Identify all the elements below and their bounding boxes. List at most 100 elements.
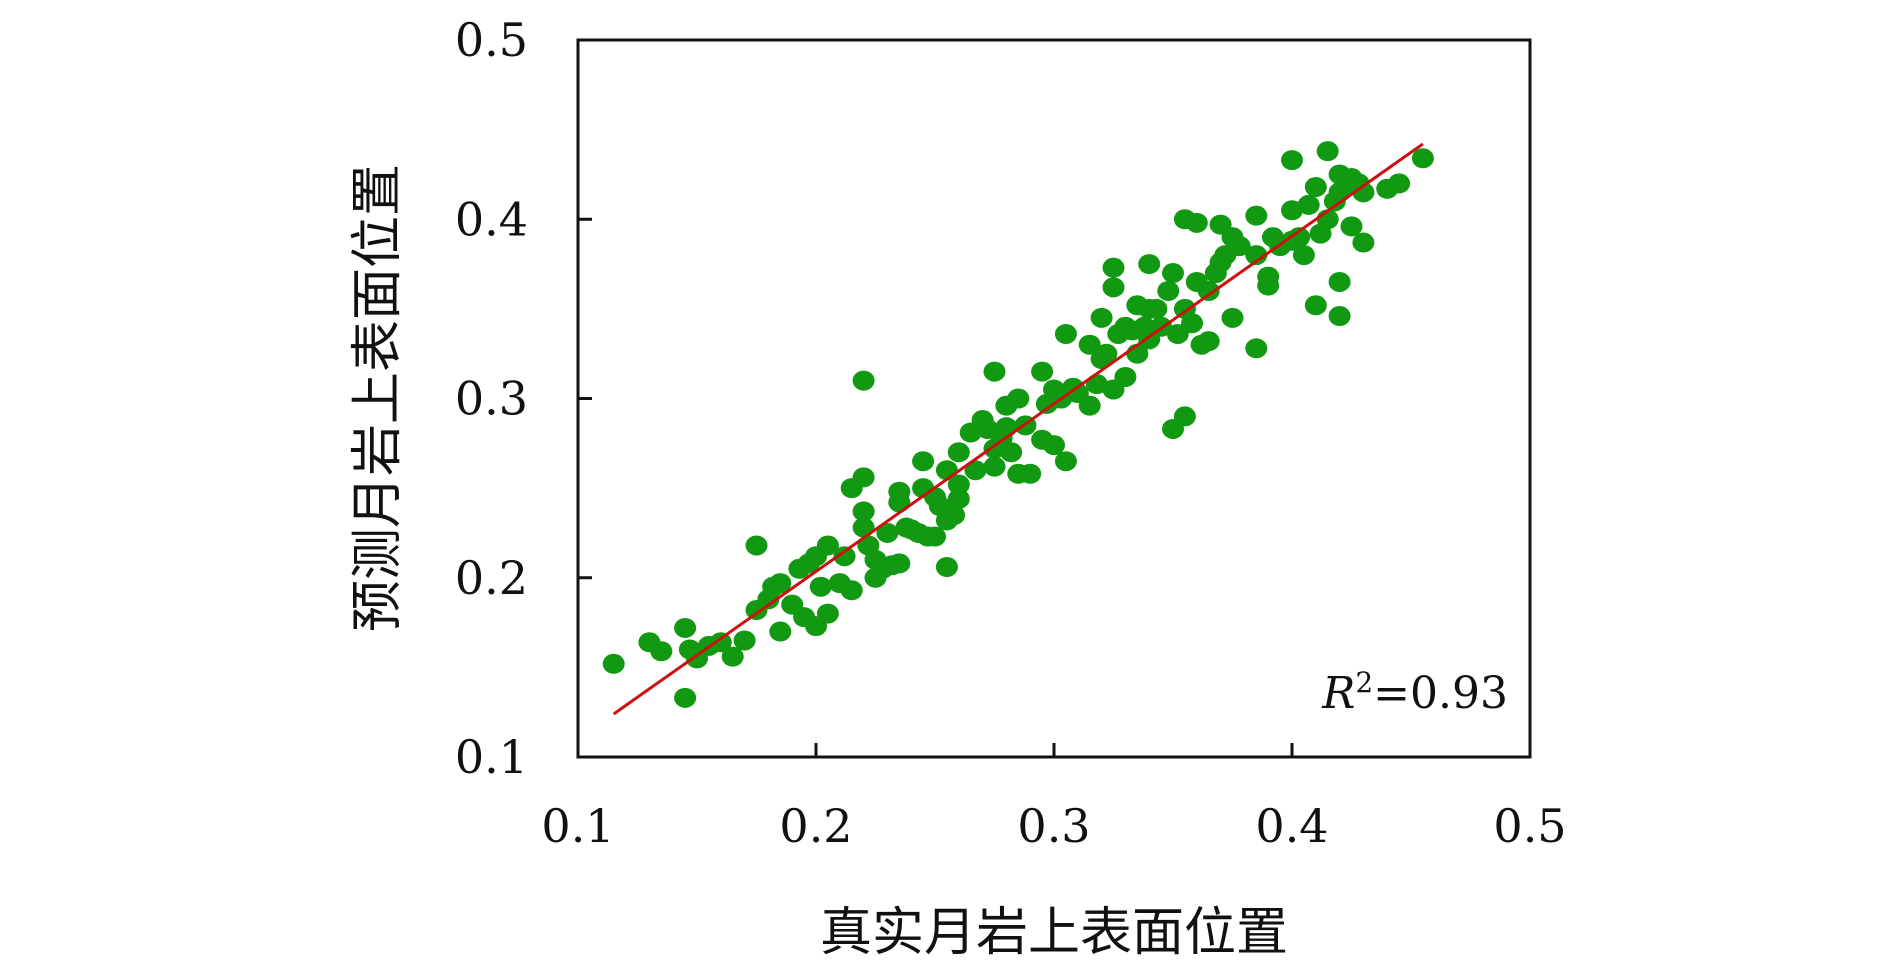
data-point-90: [1102, 257, 1125, 278]
y-tick-label-1: 0.2: [455, 551, 528, 605]
data-point-50: [924, 526, 946, 547]
data-point-136: [1292, 245, 1315, 266]
data-point-122: [1221, 307, 1244, 328]
data-point-103: [1145, 298, 1168, 319]
data-point-89: [1095, 343, 1118, 364]
data-point-54: [935, 556, 958, 577]
data-point-58: [947, 488, 970, 509]
data-point-46: [912, 451, 935, 472]
data-point-80: [1054, 323, 1077, 344]
data-point-68: [995, 417, 1018, 438]
data-point-63: [983, 361, 1006, 382]
data-point-73: [1019, 463, 1042, 484]
data-point-147: [1328, 306, 1351, 327]
r-squared-annotation: R2=0.93: [1321, 666, 1508, 719]
data-point-138: [1304, 176, 1327, 197]
data-point-55: [943, 505, 966, 526]
data-point-60: [964, 460, 987, 481]
data-point-32: [852, 501, 875, 522]
data-point-129: [1257, 275, 1280, 296]
y-axis-title: 预测月岩上表面位置: [348, 164, 408, 632]
data-point-116: [1197, 280, 1220, 301]
data-point-100: [1138, 254, 1161, 275]
data-point-133: [1281, 200, 1303, 221]
data-point-91: [1102, 277, 1125, 298]
data-point-29: [840, 580, 863, 601]
data-point-113: [1185, 212, 1208, 233]
data-point-74: [1031, 361, 1054, 382]
regression-line: [612, 142, 1424, 716]
r-squared-exponent: 2: [1355, 666, 1373, 699]
data-point-23: [809, 576, 832, 597]
data-point-85: [1078, 395, 1101, 416]
data-point-141: [1316, 141, 1339, 162]
data-point-31: [852, 467, 875, 488]
data-point-81: [1054, 451, 1077, 472]
data-point-10: [733, 630, 756, 651]
data-point-8: [709, 632, 732, 653]
data-point-137: [1297, 194, 1320, 215]
data-point-106: [1162, 263, 1184, 284]
data-point-84: [1078, 334, 1101, 355]
y-axis-ticks: [578, 38, 592, 759]
data-point-9: [721, 646, 744, 667]
data-point-139: [1304, 295, 1327, 316]
x-tick-label-2: 0.3: [1017, 799, 1090, 853]
data-point-87: [1090, 307, 1113, 328]
data-point-56: [947, 442, 970, 463]
data-point-65: [983, 456, 1006, 477]
r-squared-value: =0.93: [1373, 668, 1508, 719]
data-point-25: [816, 535, 839, 556]
data-point-146: [1328, 271, 1351, 292]
data-point-0: [602, 653, 625, 674]
data-point-126: [1245, 245, 1268, 266]
data-point-30: [852, 370, 875, 391]
x-axis-title: 真实月岩上表面位置: [820, 903, 1288, 963]
data-point-70: [1007, 388, 1030, 409]
x-axis-tick-labels: 0.1 0.2 0.3 0.4 0.5: [541, 799, 1566, 853]
data-point-42: [888, 553, 911, 574]
data-point-57: [947, 474, 970, 495]
y-tick-label-0: 0.1: [455, 730, 528, 784]
data-point-12: [745, 535, 768, 556]
data-point-111: [1173, 406, 1196, 427]
data-point-38: [876, 522, 899, 543]
y-tick-label-3: 0.4: [455, 192, 528, 246]
data-point-69: [1000, 442, 1023, 463]
data-point-27: [833, 546, 856, 567]
x-tick-label-4: 0.5: [1493, 799, 1566, 853]
data-point-132: [1281, 150, 1303, 171]
data-point-112: [1181, 313, 1204, 334]
data-point-24: [816, 603, 839, 624]
data-point-33: [852, 517, 875, 538]
data-point-78: [1043, 435, 1065, 456]
x-tick-label-0: 0.1: [541, 799, 614, 853]
data-point-124: [1228, 236, 1251, 257]
x-tick-label-3: 0.4: [1255, 799, 1328, 853]
data-point-127: [1245, 338, 1268, 359]
data-point-15: [769, 573, 792, 594]
data-point-105: [1157, 280, 1180, 301]
data-point-135: [1288, 227, 1311, 248]
data-point-2: [650, 641, 673, 662]
points-layer: [602, 141, 1434, 708]
x-tick-label-1: 0.2: [779, 799, 852, 853]
data-point-41: [888, 481, 911, 502]
y-tick-label-2: 0.3: [455, 372, 528, 426]
data-point-4: [674, 687, 697, 708]
data-point-150: [1340, 216, 1363, 237]
data-point-3: [674, 617, 697, 638]
data-point-155: [1388, 173, 1411, 194]
data-point-125: [1245, 205, 1268, 226]
data-point-95: [1114, 366, 1137, 387]
data-point-153: [1352, 182, 1375, 203]
y-axis-tick-labels: 0.1 0.2 0.3 0.4 0.5: [455, 13, 528, 784]
r-squared-symbol: R: [1321, 668, 1355, 719]
x-axis-ticks: [576, 743, 1532, 757]
data-point-117: [1197, 331, 1220, 352]
y-tick-label-4: 0.5: [455, 13, 528, 67]
data-point-152: [1352, 232, 1375, 253]
data-point-156: [1411, 148, 1434, 169]
data-point-16: [769, 621, 792, 642]
